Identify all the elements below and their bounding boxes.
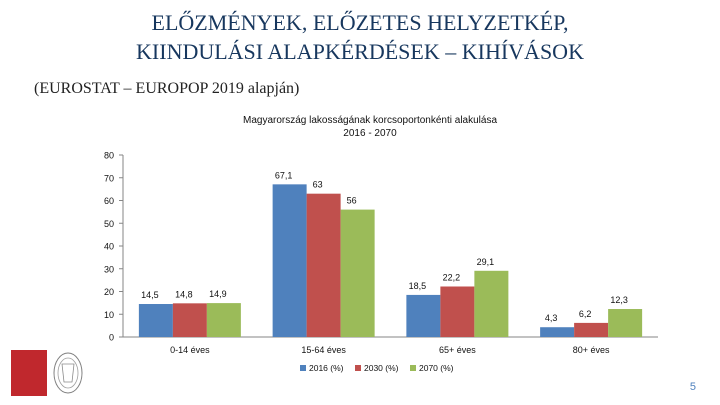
y-tick-label: 10 xyxy=(104,310,114,320)
data-label: 14,9 xyxy=(209,289,227,299)
legend-swatch xyxy=(355,365,361,371)
data-label: 56 xyxy=(347,196,357,206)
x-tick-label: 65+ éves xyxy=(439,345,476,355)
chart-title: Magyarország lakosságának korcsoportonké… xyxy=(150,114,590,140)
slide-title: ELŐZMÉNYEK, ELŐZETES HELYZETKÉP, KIINDUL… xyxy=(0,8,720,66)
slide-title-line-2: KIINDULÁSI ALAPKÉRDÉSEK – KIHÍVÁSOK xyxy=(136,39,584,64)
x-tick-label: 80+ éves xyxy=(573,345,610,355)
bar xyxy=(608,309,643,337)
bar xyxy=(340,209,375,337)
data-label: 14,8 xyxy=(175,289,193,299)
y-tick-label: 80 xyxy=(104,151,114,161)
legend-swatch xyxy=(300,365,306,371)
chart-title-line-1: Magyarország lakosságának korcsoportonké… xyxy=(242,115,498,126)
data-label: 63 xyxy=(313,180,323,190)
legend-label: 2030 (%) xyxy=(364,363,399,373)
data-label: 22,2 xyxy=(443,272,461,282)
bar xyxy=(440,286,475,337)
bar xyxy=(406,294,441,337)
page-number: 5 xyxy=(689,381,696,393)
y-tick-label: 40 xyxy=(104,242,114,252)
legend-label: 2070 (%) xyxy=(419,363,454,373)
legend-label: 2016 (%) xyxy=(309,363,344,373)
bar xyxy=(474,270,509,337)
data-label: 4,3 xyxy=(545,313,558,323)
y-tick-label: 70 xyxy=(104,173,114,183)
bar xyxy=(138,304,173,337)
data-label: 14,5 xyxy=(141,290,159,300)
university-seal xyxy=(53,352,83,394)
y-tick-label: 0 xyxy=(109,333,114,343)
institution-logo xyxy=(11,350,47,396)
bar xyxy=(172,303,207,337)
bar xyxy=(540,327,575,337)
y-tick-label: 20 xyxy=(104,287,114,297)
legend-swatch xyxy=(410,365,416,371)
y-tick-label: 60 xyxy=(104,196,114,206)
bar xyxy=(574,322,609,337)
data-label: 6,2 xyxy=(579,309,592,319)
bar xyxy=(272,184,307,337)
bar xyxy=(206,303,241,337)
slide-title-line-1: ELŐZMÉNYEK, ELŐZETES HELYZETKÉP, xyxy=(151,10,569,35)
x-tick-label: 0-14 éves xyxy=(170,345,210,355)
bar xyxy=(306,193,341,337)
slide-subtitle: (EUROSTAT – EUROPOP 2019 alapján) xyxy=(34,80,300,97)
chart-title-line-2: 2016 - 2070 xyxy=(343,128,397,139)
data-label: 29,1 xyxy=(477,257,495,267)
x-tick-label: 15-64 éves xyxy=(301,345,346,355)
y-tick-label: 30 xyxy=(104,264,114,274)
data-label: 12,3 xyxy=(610,295,628,305)
data-label: 67,1 xyxy=(275,170,293,180)
data-label: 18,5 xyxy=(409,281,427,291)
y-tick-label: 50 xyxy=(104,219,114,229)
